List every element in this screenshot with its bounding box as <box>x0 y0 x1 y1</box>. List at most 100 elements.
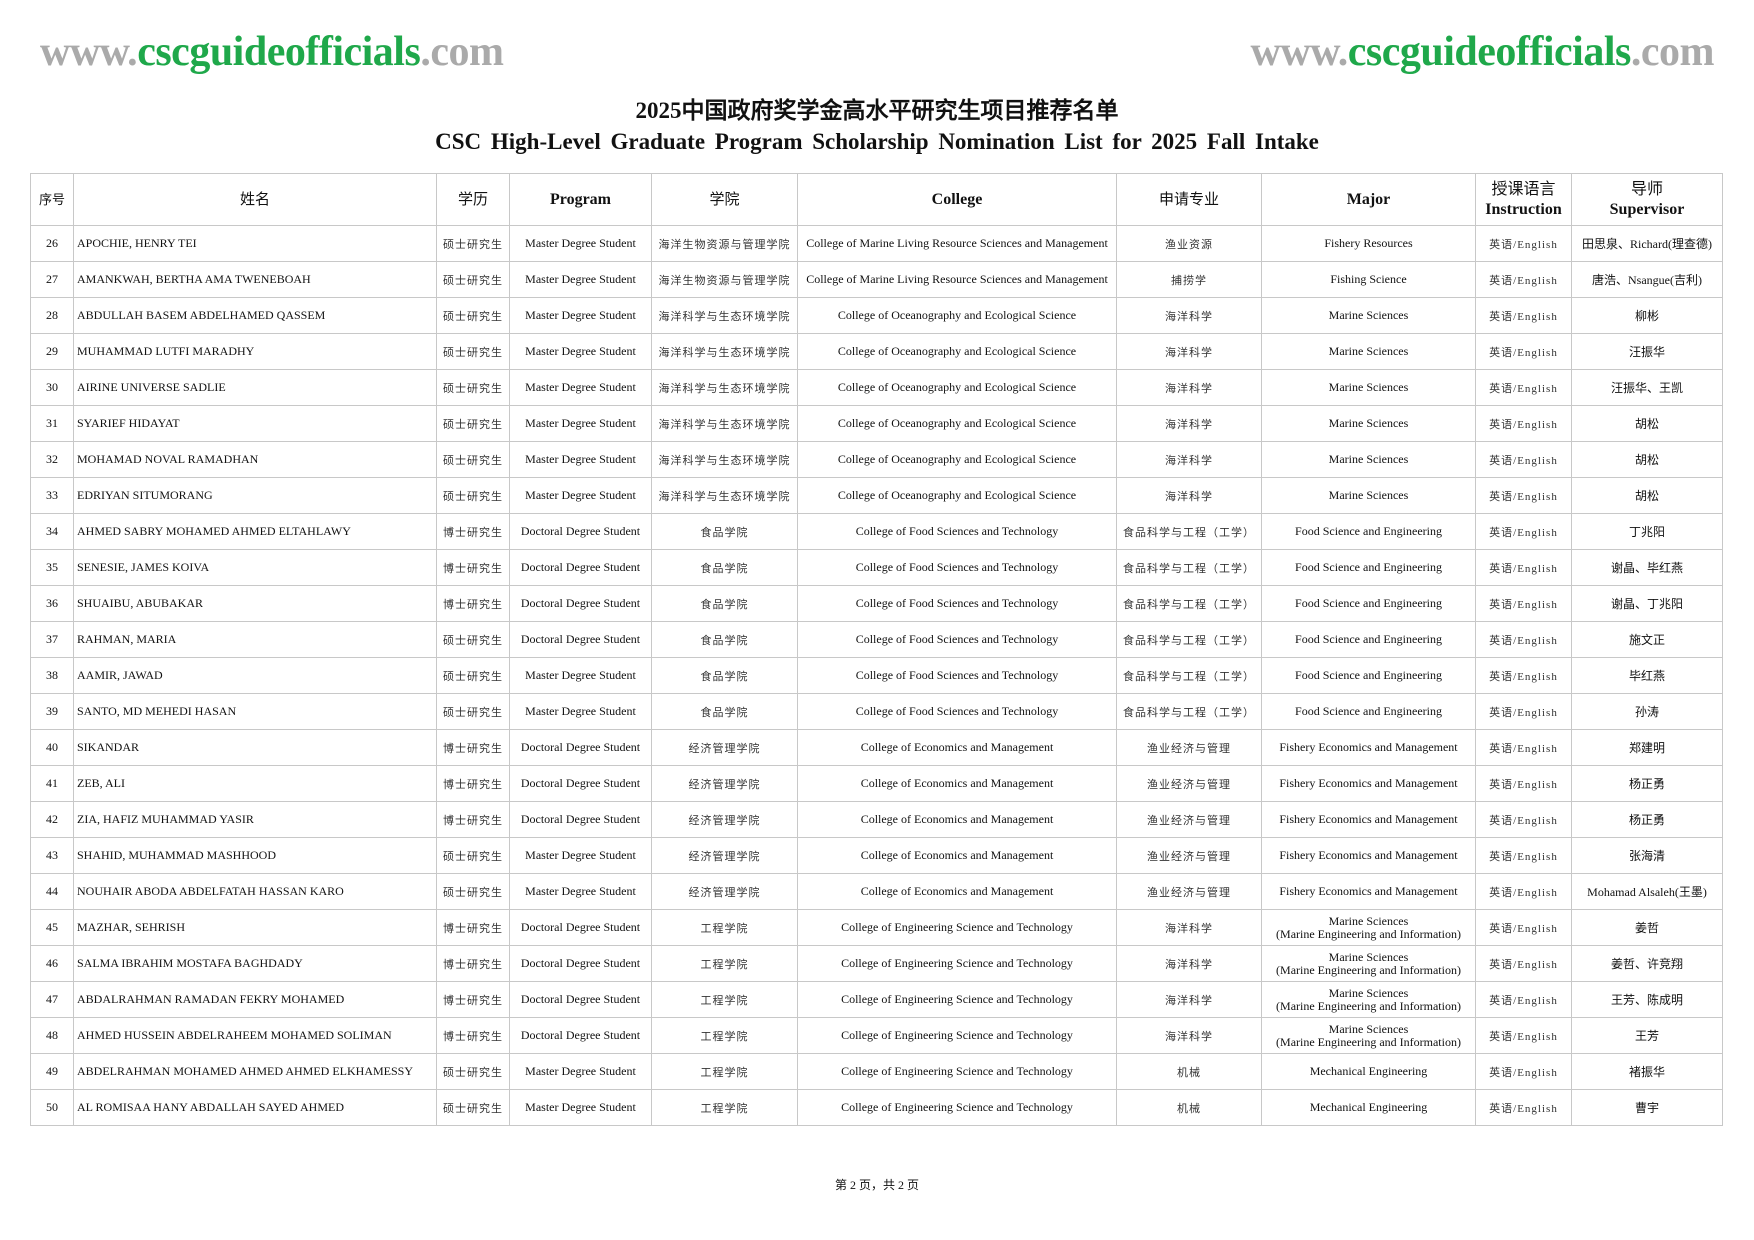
table-row: 33 EDRIYAN SITUMORANG 硕士研究生 Master Degree S… <box>30 477 1723 514</box>
college-cell: College of Economics and Management <box>797 729 1117 766</box>
row-number-cell: 42 <box>30 801 74 838</box>
degree-cn-cell: 博士研究生 <box>436 549 510 586</box>
college-cn-cell: 经济管理学院 <box>651 765 798 802</box>
supervisor-cell: 孙涛 <box>1571 693 1723 730</box>
major-cn-cell: 海洋科学 <box>1116 1017 1262 1054</box>
row-number-cell: 46 <box>30 945 74 982</box>
major-cell: Marine Sciences (Marine Engineering and I… <box>1261 1017 1476 1054</box>
table-row: 36 SHUAIBU, ABUBAKAR 博士研究生 Doctoral Degree … <box>30 585 1723 622</box>
college-cn-cell: 海洋科学与生态环境学院 <box>651 369 798 406</box>
major-cn-cell: 渔业资源 <box>1116 225 1262 262</box>
watermark-suffix: .com <box>420 29 504 75</box>
instruction-language-cell: 英语/English <box>1475 693 1572 730</box>
student-name-cell: MUHAMMAD LUTFI MARADHY <box>73 333 437 370</box>
college-cell: College of Oceanography and Ecological S… <box>797 333 1117 370</box>
major-cell: Marine Sciences <box>1261 297 1476 334</box>
college-cn-cell: 海洋生物资源与管理学院 <box>651 261 798 298</box>
major-cell: Food Science and Engineering <box>1261 693 1476 730</box>
major-cell: Fishery Economics and Management <box>1261 729 1476 766</box>
degree-cn-cell: 硕士研究生 <box>436 369 510 406</box>
degree-cn-cell: 博士研究生 <box>436 801 510 838</box>
student-name-cell: AL ROMISAA HANY ABDALLAH SAYED AHMED <box>73 1089 437 1126</box>
row-number-cell: 45 <box>30 909 74 946</box>
supervisor-cell: 杨正勇 <box>1571 765 1723 802</box>
supervisor-cell: 丁兆阳 <box>1571 513 1723 550</box>
header-supervisor-cn: 导师 <box>1630 180 1663 198</box>
college-cn-cell: 经济管理学院 <box>651 801 798 838</box>
instruction-language-cell: 英语/English <box>1475 873 1572 910</box>
student-name-cell: AIRINE UNIVERSE SADLIE <box>73 369 437 406</box>
major-cell: Fishery Resources <box>1261 225 1476 262</box>
header-instruction-cn: 授课语言 <box>1491 180 1556 198</box>
row-number-cell: 43 <box>30 837 74 874</box>
supervisor-cell: 王芳 <box>1571 1017 1723 1054</box>
major-cn-cell: 食品科学与工程（工学） <box>1116 621 1262 658</box>
student-name-cell: NOUHAIR ABODA ABDELFATAH HASSAN KARO <box>73 873 437 910</box>
program-cell: Master Degree Student <box>509 837 652 874</box>
degree-cn-cell: 硕士研究生 <box>436 693 510 730</box>
college-cn-cell: 经济管理学院 <box>651 729 798 766</box>
table-row: 44 NOUHAIR ABODA ABDELFATAH HASSAN KARO 硕士… <box>30 873 1723 910</box>
instruction-language-cell: 英语/English <box>1475 657 1572 694</box>
instruction-language-cell: 英语/English <box>1475 1089 1572 1126</box>
header-major: Major <box>1261 173 1476 226</box>
table-row: 47 ABDALRAHMAN RAMADAN FEKRY MOHAMED 博士研究生… <box>30 981 1723 1018</box>
student-name-cell: SIKANDAR <box>73 729 437 766</box>
major-cell: Marine Sciences (Marine Engineering and I… <box>1261 981 1476 1018</box>
program-cell: Master Degree Student <box>509 693 652 730</box>
major-cn-cell: 机械 <box>1116 1053 1262 1090</box>
nomination-table: 序号 姓名 学历 Program 学院 College 申请专业 Major 授… <box>30 173 1723 1126</box>
instruction-language-cell: 英语/English <box>1475 477 1572 514</box>
row-number-cell: 49 <box>30 1053 74 1090</box>
degree-cn-cell: 博士研究生 <box>436 765 510 802</box>
student-name-cell: MAZHAR, SEHRISH <box>73 909 437 946</box>
major-cell: Food Science and Engineering <box>1261 621 1476 658</box>
program-cell: Master Degree Student <box>509 1053 652 1090</box>
supervisor-cell: 柳彬 <box>1571 297 1723 334</box>
major-cell: Food Science and Engineering <box>1261 549 1476 586</box>
table-row: 46 SALMA IBRAHIM MOSTAFA BAGHDADY 博士研究生 Doc… <box>30 945 1723 982</box>
row-number-cell: 50 <box>30 1089 74 1126</box>
instruction-language-cell: 英语/English <box>1475 1053 1572 1090</box>
major-cn-cell: 渔业经济与管理 <box>1116 837 1262 874</box>
table-row: 28 ABDULLAH BASEM ABDELHAMED QASSEM 硕士研究生 M… <box>30 297 1723 334</box>
major-cn-cell: 渔业经济与管理 <box>1116 801 1262 838</box>
header-instruction: 授课语言 Instruction <box>1475 173 1572 226</box>
program-cell: Master Degree Student <box>509 477 652 514</box>
instruction-language-cell: 英语/English <box>1475 621 1572 658</box>
supervisor-cell: 褚振华 <box>1571 1053 1723 1090</box>
degree-cn-cell: 博士研究生 <box>436 585 510 622</box>
watermark-brand: cscguideofficials <box>137 29 421 75</box>
program-cell: Master Degree Student <box>509 441 652 478</box>
supervisor-cell: 唐浩、Nsangue(吉利) <box>1571 261 1723 298</box>
supervisor-cell: 田思泉、Richard(理查德) <box>1571 225 1723 262</box>
college-cn-cell: 经济管理学院 <box>651 837 798 874</box>
major-cell: Marine Sciences (Marine Engineering and I… <box>1261 909 1476 946</box>
instruction-language-cell: 英语/English <box>1475 1017 1572 1054</box>
program-cell: Doctoral Degree Student <box>509 1017 652 1054</box>
college-cell: College of Oceanography and Ecological S… <box>797 477 1117 514</box>
table-row: 31 SYARIEF HIDAYAT 硕士研究生 Master Degree Stud… <box>30 405 1723 442</box>
table-row: 45 MAZHAR, SEHRISH 博士研究生 Doctoral Degree St… <box>30 909 1723 946</box>
instruction-language-cell: 英语/English <box>1475 765 1572 802</box>
major-cell: Fishing Science <box>1261 261 1476 298</box>
program-cell: Doctoral Degree Student <box>509 981 652 1018</box>
college-cell: College of Engineering Science and Techn… <box>797 1089 1117 1126</box>
major-cn-cell: 海洋科学 <box>1116 369 1262 406</box>
major-cell: Marine Sciences <box>1261 477 1476 514</box>
degree-cn-cell: 博士研究生 <box>436 945 510 982</box>
major-cn-cell: 海洋科学 <box>1116 945 1262 982</box>
college-cell: College of Marine Living Resource Scienc… <box>797 225 1117 262</box>
degree-cn-cell: 博士研究生 <box>436 981 510 1018</box>
program-cell: Master Degree Student <box>509 369 652 406</box>
major-cn-cell: 渔业经济与管理 <box>1116 729 1262 766</box>
degree-cn-cell: 硕士研究生 <box>436 405 510 442</box>
table-row: 43 SHAHID, MUHAMMAD MASHHOOD 硕士研究生 Master D… <box>30 837 1723 874</box>
college-cell: College of Economics and Management <box>797 801 1117 838</box>
major-cell: Fishery Economics and Management <box>1261 765 1476 802</box>
table-row: 42 ZIA, HAFIZ MUHAMMAD YASIR 博士研究生 Doctoral… <box>30 801 1723 838</box>
student-name-cell: AHMED SABRY MOHAMED AHMED ELTAHLAWY <box>73 513 437 550</box>
program-cell: Doctoral Degree Student <box>509 909 652 946</box>
major-cn-cell: 渔业经济与管理 <box>1116 765 1262 802</box>
header-supervisor-en: Supervisor <box>1609 200 1685 218</box>
